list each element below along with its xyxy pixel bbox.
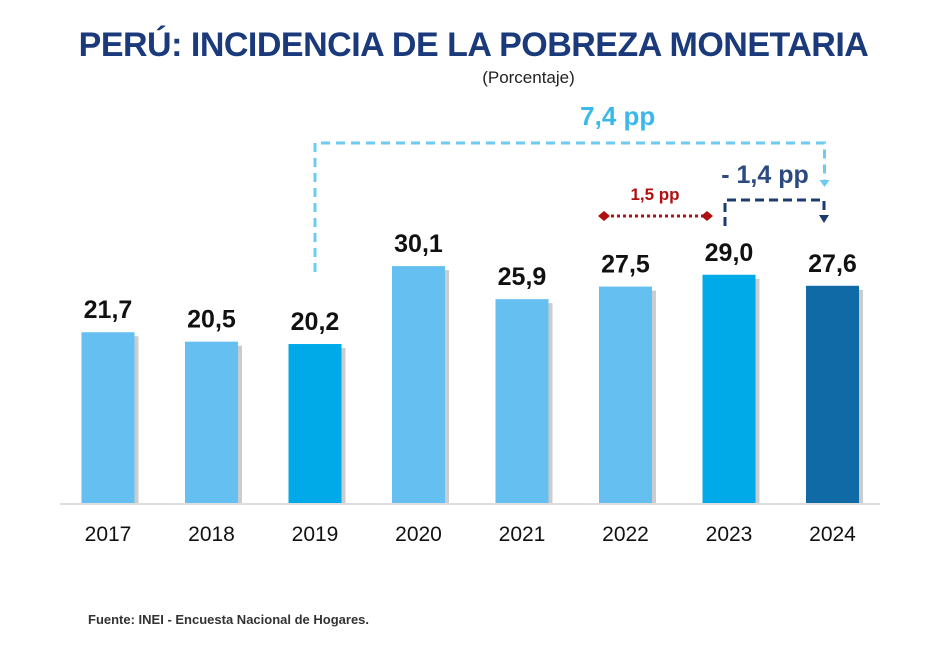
annotation-7-4pp: 7,4 pp (580, 101, 655, 131)
bracket-7-4pp (313, 141, 826, 272)
data-label: 29,0 (705, 239, 754, 267)
annotation-minus-1-4pp: - 1,4 pp (721, 161, 809, 189)
diamond-icon (701, 211, 713, 221)
x-tick-label: 2022 (602, 523, 649, 546)
data-label: 25,9 (498, 263, 547, 291)
data-label: 30,1 (394, 230, 443, 258)
data-label: 27,6 (808, 250, 857, 278)
diamond-icon (598, 211, 610, 221)
x-tick-label: 2018 (188, 523, 235, 546)
bar-2022 (599, 286, 652, 503)
x-tick-label: 2020 (395, 523, 442, 546)
x-tick-label: 2024 (809, 523, 856, 546)
bar-2023 (702, 274, 756, 503)
arrow-head-icon (819, 215, 829, 223)
bar-2018 (185, 341, 238, 503)
annotation-1-5pp: 1,5 pp (630, 185, 679, 204)
data-label: 20,5 (187, 306, 236, 334)
bar-2024 (806, 285, 859, 503)
x-tick-label: 2019 (292, 523, 339, 546)
data-label: 21,7 (84, 296, 133, 324)
bar-2019 (288, 344, 342, 503)
x-tick-label: 2017 (85, 523, 132, 546)
bar-2021 (495, 299, 549, 503)
x-tick-label: 2023 (706, 523, 753, 546)
x-tick-label: 2021 (499, 523, 546, 546)
data-label: 27,5 (601, 251, 650, 279)
arrow-head-icon (819, 180, 830, 187)
bracket-minus-1-4pp (723, 198, 826, 226)
chart-subtitle: (Porcentaje) (482, 68, 575, 87)
data-label: 20,2 (291, 308, 340, 336)
source-note: Fuente: INEI - Encuesta Nacional de Hoga… (88, 612, 370, 627)
bar-2020 (392, 266, 445, 503)
chart-title: PERÚ: INCIDENCIA DE LA POBREZA MONETARIA (78, 26, 869, 64)
bar-2017 (81, 332, 135, 503)
